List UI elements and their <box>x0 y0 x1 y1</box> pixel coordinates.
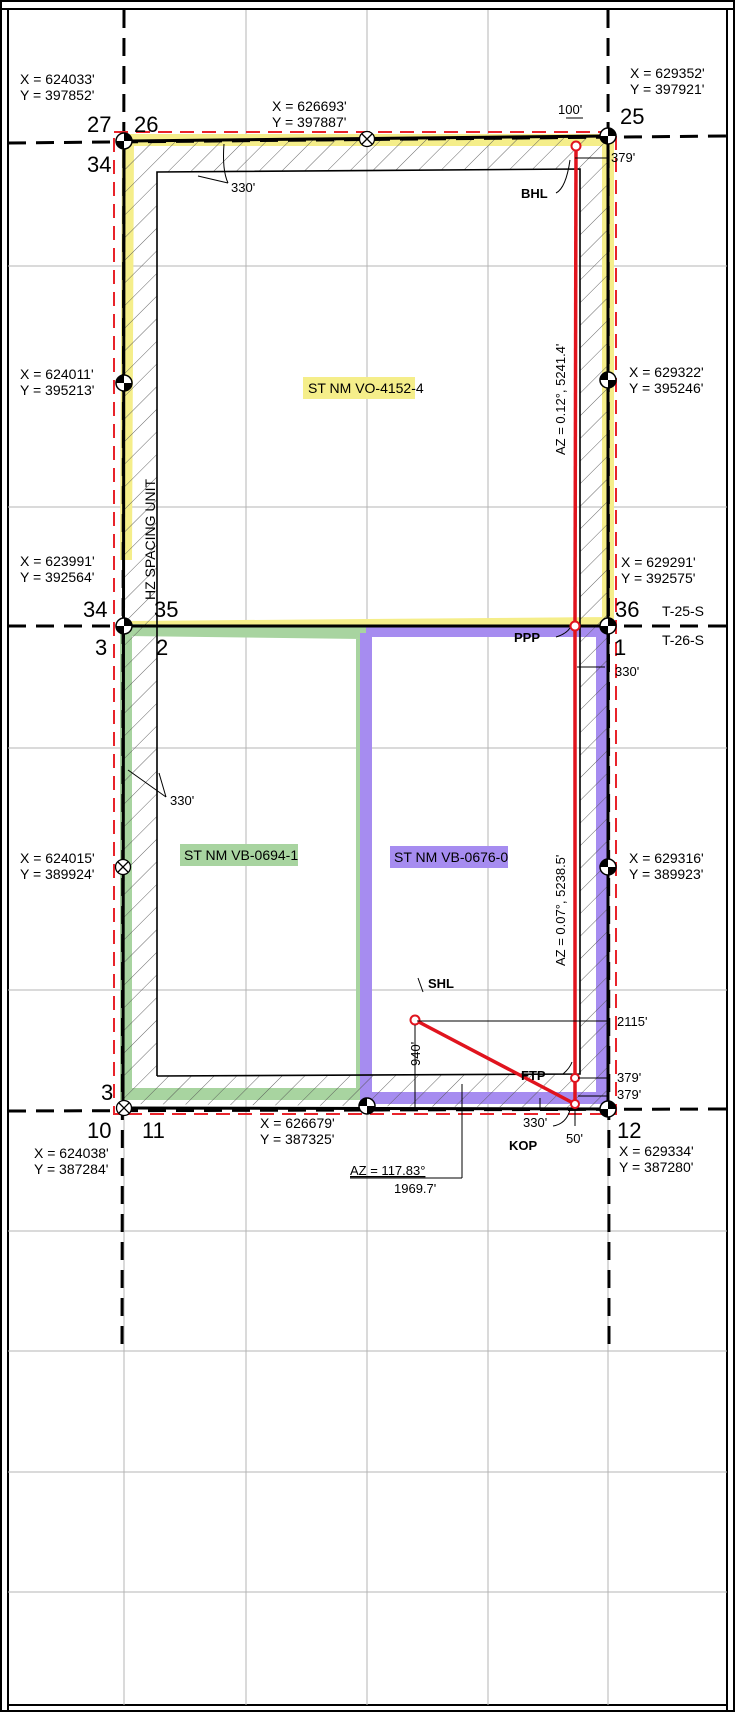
section-27: 27 <box>87 112 111 137</box>
monument-sw <box>115 1099 133 1117</box>
e-mid-y: Y = 392575' <box>621 570 695 586</box>
w-upper-x: X = 624011' <box>20 366 94 382</box>
section-11: 11 <box>142 1118 165 1143</box>
monument-se <box>599 1100 617 1118</box>
section-3-top: 3 <box>95 635 107 660</box>
section-36: 36 <box>615 597 639 622</box>
corner-coordinates: X = 624033' Y = 397852' X = 626693' Y = … <box>20 65 705 1177</box>
section-34-top: 34 <box>87 152 111 177</box>
monument-w-lower <box>114 858 132 876</box>
e-mid-x: X = 629291' <box>621 554 696 570</box>
tract-north-label: ST NM VO-4152-4 <box>308 380 424 396</box>
producing-area-line <box>156 168 581 1077</box>
monument-e-mid <box>599 617 617 635</box>
shl-south-label: 940' <box>408 1042 423 1066</box>
ne-x: X = 629352' <box>630 65 705 81</box>
dimension-lines <box>127 117 607 1179</box>
s-mid-y: Y = 387325' <box>260 1131 334 1147</box>
az-surface-label: AZ = 117.83° <box>350 1163 425 1178</box>
shl-marker <box>409 1014 421 1026</box>
bhl-marker <box>570 140 582 152</box>
n-mid-y: Y = 397887' <box>272 114 346 130</box>
az-surface-length-label: 1969.7' <box>394 1181 436 1196</box>
ftp-south-label: 379' <box>617 1070 641 1085</box>
w-lower-y: Y = 389924' <box>20 866 94 882</box>
ne-y: Y = 397921' <box>630 81 704 97</box>
kop-marker <box>570 1099 580 1109</box>
ftp-marker <box>570 1073 580 1083</box>
w-mid-x: X = 623991' <box>20 553 95 569</box>
tract-southwest-label-bg <box>180 844 298 866</box>
e-upper-x: X = 629322' <box>629 364 704 380</box>
kop-east-label: 50' <box>566 1131 583 1146</box>
tract-southeast-label-bg <box>390 846 508 868</box>
tract-north-label-bg <box>303 377 415 399</box>
monument-w-mid <box>115 617 133 635</box>
section-35: 35 <box>154 597 178 622</box>
e-upper-y: Y = 395246' <box>629 380 703 396</box>
monument-nw <box>115 132 133 150</box>
se-y: Y = 387280' <box>619 1159 693 1175</box>
section-3-bottom: 3 <box>101 1080 113 1105</box>
monument-w-upper <box>115 374 133 392</box>
monument-ne <box>599 127 617 145</box>
dimension-labels: 330' 100' 379' 330' 330' 2115' 940' 379'… <box>170 102 647 1196</box>
section-12: 12 <box>617 1118 641 1143</box>
section-25: 25 <box>620 104 644 129</box>
az-upper-label: AZ = 0.12°, 5241.4' <box>553 344 568 455</box>
ppp-east-label: 330' <box>615 664 639 679</box>
bhl-north-label: 379' <box>611 150 635 165</box>
sw-x: X = 624038' <box>34 1145 109 1161</box>
section-1: 1 <box>614 635 626 660</box>
top-setback-label: 330' <box>231 180 255 195</box>
monument-s-mid <box>358 1097 376 1115</box>
ftp-label: FTP <box>521 1068 546 1083</box>
bhl-label: BHL <box>521 186 548 201</box>
ppp-marker <box>569 620 581 632</box>
monument-e-lower <box>599 858 617 876</box>
monument-e-upper <box>599 371 617 389</box>
shl-east-label: 2115' <box>617 1014 647 1029</box>
tract-southeast-label: ST NM VB-0676-0 <box>394 849 508 865</box>
section-numbers: 27 26 25 34 34 35 36 3 2 1 3 10 11 12 <box>83 104 644 1143</box>
kop-south-label: 379' <box>617 1087 641 1102</box>
shl-label: SHL <box>428 976 454 991</box>
township-south: T-26-S <box>662 632 704 648</box>
section-34-bottom: 34 <box>83 597 107 622</box>
left-setback-label: 330' <box>170 793 194 808</box>
corner-monuments <box>114 127 617 1118</box>
az-lower-label: AZ = 0.07°, 5238.5' <box>553 855 568 966</box>
n-mid-x: X = 626693' <box>272 98 347 114</box>
ppp-label: PPP <box>514 630 540 645</box>
se-x: X = 629334' <box>619 1143 694 1159</box>
e-lower-y: Y = 389923' <box>629 866 703 882</box>
township-north: T-25-S <box>662 603 704 619</box>
tract-southwest-label: ST NM VB-0694-1 <box>184 847 298 863</box>
monument-n-mid <box>358 130 376 148</box>
nw-y: Y = 397852' <box>20 87 94 103</box>
nw-x: X = 624033' <box>20 71 95 87</box>
wellbore <box>414 145 578 1106</box>
section-26: 26 <box>134 112 158 137</box>
sw-y: Y = 387284' <box>34 1161 108 1177</box>
point-labels: BHL PPP SHL FTP KOP <box>428 186 548 1153</box>
bhl-east-label: 100' <box>558 102 582 117</box>
spacing-unit-label: HZ SPACING UNIT <box>142 478 158 600</box>
w-upper-y: Y = 395213' <box>20 382 94 398</box>
w-mid-y: Y = 392564' <box>20 569 94 585</box>
s-mid-x: X = 626679' <box>260 1115 335 1131</box>
e-lower-x: X = 629316' <box>629 850 704 866</box>
section-10: 10 <box>87 1118 111 1143</box>
w-lower-x: X = 624015' <box>20 850 95 866</box>
section-2: 2 <box>156 635 168 660</box>
kop-bottom-label: 330' <box>523 1115 547 1130</box>
kop-label: KOP <box>509 1138 538 1153</box>
